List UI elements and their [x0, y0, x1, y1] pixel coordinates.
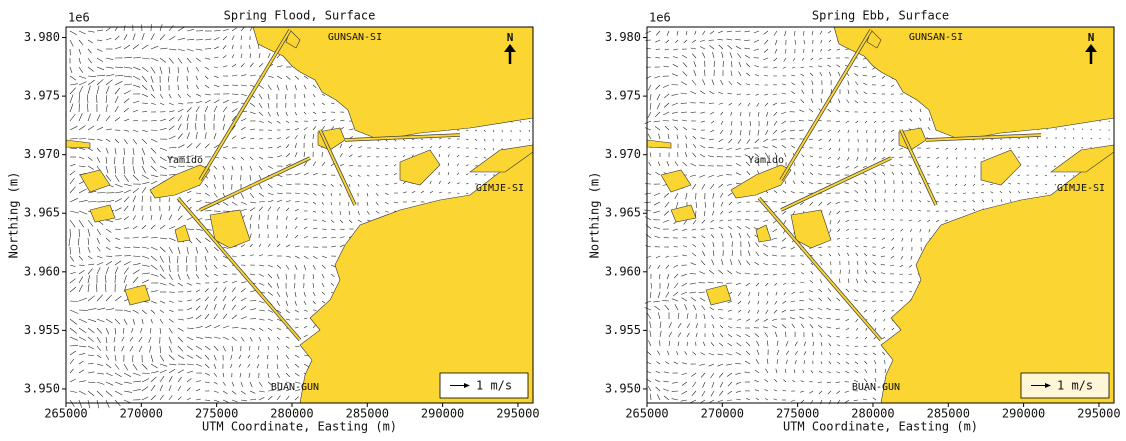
place-label: Yamido	[167, 155, 203, 166]
y-tick-label: 3.980	[605, 30, 641, 44]
x-tick-label: 270000	[701, 407, 744, 421]
map-panel: GUNSAN-SI Yamido GIMJE-SI BUAN-GUN N 1 m/s 265…	[7, 9, 540, 434]
place-label: BUAN-GUN	[852, 382, 900, 393]
y-tick-label: 3.955	[605, 323, 641, 337]
north-label: N	[1088, 31, 1095, 44]
x-tick-label: 265000	[625, 407, 668, 421]
x-tick-label: 290000	[421, 407, 464, 421]
figure: GUNSAN-SI Yamido GIMJE-SI BUAN-GUN N 1 m/s 265…	[0, 0, 1126, 437]
x-tick-label: 265000	[44, 407, 87, 421]
y-axis-label: Northing (m)	[7, 172, 21, 259]
x-tick-label: 275000	[195, 407, 238, 421]
axis-offset-label: 1e6	[68, 11, 90, 25]
x-tick-label: 280000	[851, 407, 894, 421]
place-label: GUNSAN-SI	[909, 32, 963, 43]
place-label: Yamido	[748, 155, 784, 166]
place-label: GIMJE-SI	[1057, 183, 1105, 194]
y-tick-label: 3.965	[24, 206, 60, 220]
place-label: GUNSAN-SI	[328, 32, 382, 43]
chart-title: Spring Flood, Surface	[224, 9, 376, 23]
y-tick-label: 3.960	[24, 264, 60, 278]
x-tick-label: 285000	[927, 407, 970, 421]
y-tick-label: 3.975	[605, 89, 641, 103]
axis-offset-label: 1e6	[649, 11, 671, 25]
y-tick-label: 3.980	[24, 30, 60, 44]
x-tick-label: 275000	[776, 407, 819, 421]
place-label: GIMJE-SI	[476, 183, 524, 194]
x-axis-label: UTM Coordinate, Easting (m)	[783, 420, 978, 434]
place-label: BUAN-GUN	[271, 382, 319, 393]
map-panel: GUNSAN-SI Yamido GIMJE-SI BUAN-GUN N 1 m/s 265…	[588, 9, 1121, 434]
x-axis-label: UTM Coordinate, Easting (m)	[202, 420, 397, 434]
y-tick-label: 3.950	[605, 381, 641, 395]
vector-key-label: 1 m/s	[476, 379, 512, 393]
y-tick-label: 3.950	[24, 381, 60, 395]
x-tick-label: 290000	[1002, 407, 1045, 421]
y-tick-label: 3.965	[605, 206, 641, 220]
x-tick-label: 280000	[270, 407, 313, 421]
vector-key-label: 1 m/s	[1057, 379, 1093, 393]
x-tick-label: 295000	[1077, 407, 1120, 421]
y-tick-label: 3.970	[24, 147, 60, 161]
north-label: N	[507, 31, 514, 44]
x-tick-label: 270000	[120, 407, 163, 421]
y-axis-label: Northing (m)	[588, 172, 602, 259]
y-tick-label: 3.975	[24, 89, 60, 103]
chart-title: Spring Ebb, Surface	[812, 9, 949, 23]
y-tick-label: 3.955	[24, 323, 60, 337]
y-tick-label: 3.960	[605, 264, 641, 278]
y-tick-label: 3.970	[605, 147, 641, 161]
x-tick-label: 285000	[346, 407, 389, 421]
x-tick-label: 295000	[496, 407, 539, 421]
